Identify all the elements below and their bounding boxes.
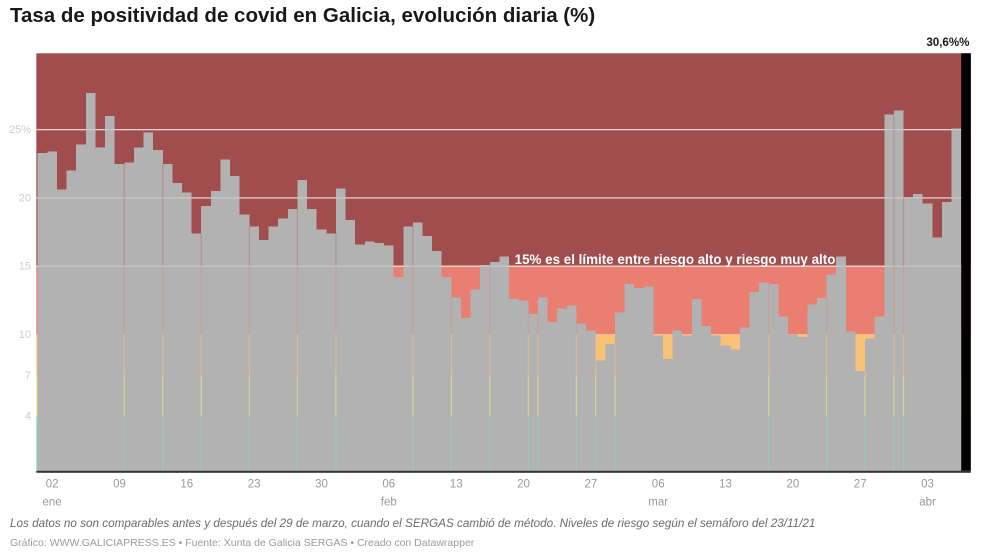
svg-text:7: 7 [25, 370, 31, 382]
svg-text:23: 23 [248, 479, 261, 491]
svg-text:27: 27 [585, 479, 598, 491]
svg-text:13: 13 [719, 479, 732, 491]
svg-text:09: 09 [113, 479, 126, 491]
svg-text:06: 06 [382, 479, 395, 491]
svg-text:06: 06 [652, 479, 665, 491]
svg-text:feb: feb [381, 497, 397, 509]
svg-text:30: 30 [315, 479, 328, 491]
svg-text:02: 02 [46, 479, 59, 491]
svg-text:20: 20 [19, 192, 31, 204]
svg-text:ene: ene [43, 497, 62, 509]
svg-text:13: 13 [450, 479, 463, 491]
svg-text:10: 10 [19, 329, 31, 341]
svg-text:16: 16 [180, 479, 193, 491]
svg-text:27: 27 [854, 479, 867, 491]
svg-text:20: 20 [787, 479, 800, 491]
svg-text:15: 15 [19, 261, 31, 273]
svg-text:20: 20 [517, 479, 530, 491]
svg-text:30,6%%: 30,6%% [926, 36, 969, 49]
svg-text:abr: abr [919, 497, 936, 509]
svg-text:03: 03 [921, 479, 934, 491]
svg-text:mar: mar [648, 497, 668, 509]
svg-text:4: 4 [25, 411, 31, 423]
svg-text:25%: 25% [9, 124, 31, 136]
svg-text:15% es el límite entre riesgo: 15% es el límite entre riesgo alto y rie… [515, 252, 836, 267]
